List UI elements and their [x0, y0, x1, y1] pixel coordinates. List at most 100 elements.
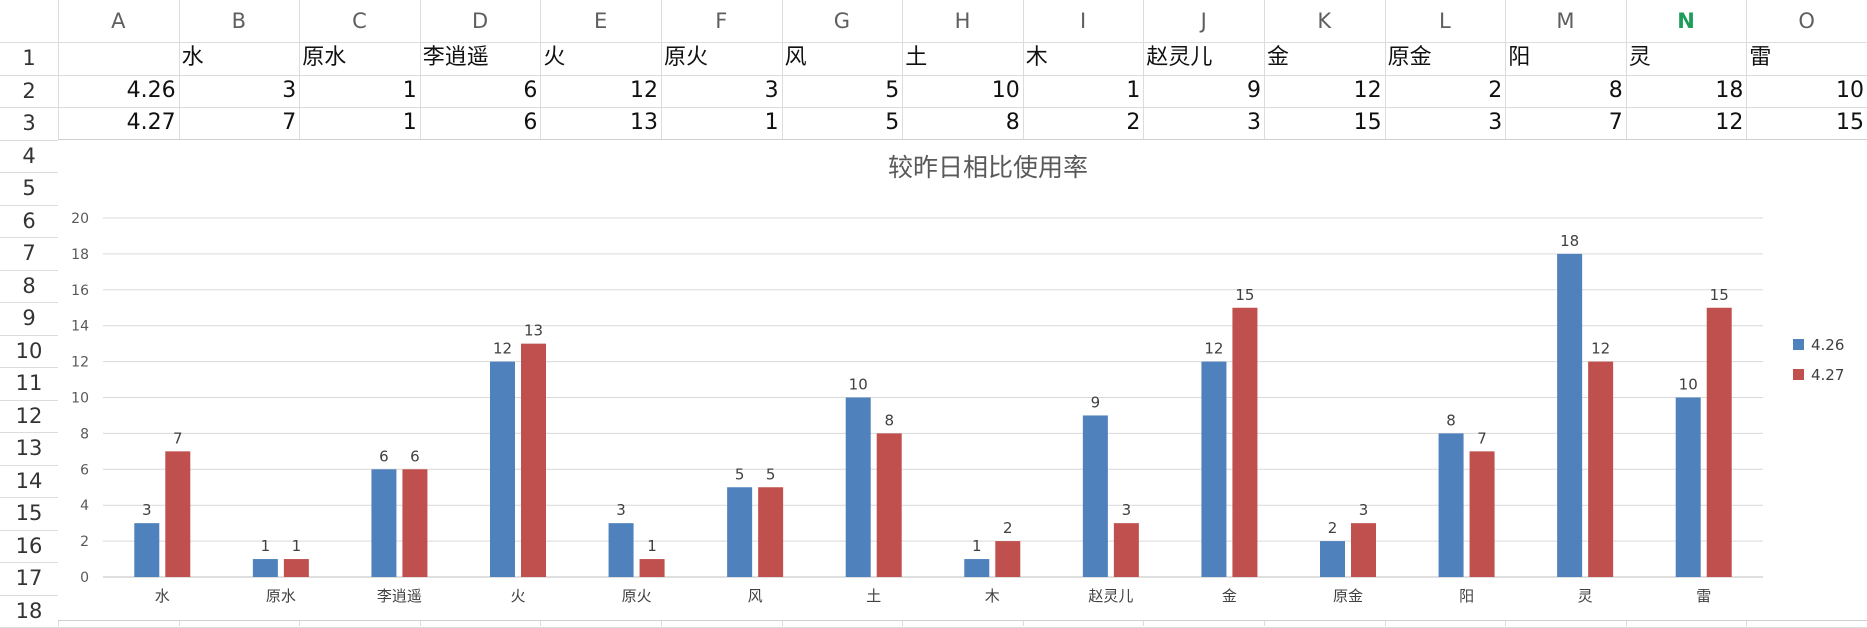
column-header-h[interactable]: H — [954, 9, 971, 33]
row-header-15[interactable]: 15 — [15, 501, 43, 525]
row-header-12[interactable]: 12 — [15, 403, 43, 428]
cell-o1[interactable]: 雷 — [1749, 45, 1772, 70]
cell-c3[interactable]: 1 — [402, 110, 417, 135]
bar-4.27-灵 — [1588, 361, 1614, 577]
column-header-o[interactable]: O — [1798, 9, 1815, 33]
cell-m2[interactable]: 8 — [1608, 77, 1623, 103]
row-header-17[interactable]: 17 — [15, 566, 43, 590]
bar-4.26-赵灵儿 — [1082, 415, 1108, 577]
column-header-n[interactable]: N — [1677, 9, 1695, 33]
column-header-m[interactable]: M — [1556, 9, 1575, 33]
x-tick-label: 灵 — [1578, 587, 1593, 605]
cell-o3[interactable]: 15 — [1835, 110, 1864, 135]
column-header-k[interactable]: K — [1317, 9, 1332, 33]
row-header-3[interactable]: 3 — [22, 111, 36, 135]
cell-b2[interactable]: 3 — [282, 77, 297, 103]
bar-4.27-水 — [165, 451, 191, 577]
column-header-f[interactable]: F — [715, 9, 728, 33]
cell-g3[interactable]: 5 — [885, 110, 900, 135]
row-header-14[interactable]: 14 — [15, 468, 43, 493]
cell-i1[interactable]: 木 — [1025, 45, 1048, 70]
column-header-a[interactable]: A — [111, 9, 126, 33]
cell-e3[interactable]: 13 — [629, 110, 658, 135]
cell-j3[interactable]: 3 — [1246, 110, 1261, 135]
cell-l1[interactable]: 原金 — [1387, 45, 1432, 70]
cell-d1[interactable]: 李逍遥 — [422, 45, 489, 70]
cell-j2[interactable]: 9 — [1246, 77, 1261, 103]
row-header-16[interactable]: 16 — [15, 533, 43, 558]
column-header-g[interactable]: G — [833, 9, 851, 33]
cell-k1[interactable]: 金 — [1267, 45, 1290, 70]
cell-o2[interactable]: 10 — [1835, 77, 1864, 103]
row-header-8[interactable]: 8 — [22, 273, 36, 298]
bar-4.26-雷 — [1675, 397, 1701, 577]
row-header-10[interactable]: 10 — [15, 338, 43, 363]
cell-l2[interactable]: 2 — [1488, 77, 1503, 103]
bar-4.26-风 — [727, 487, 753, 577]
row-header-5[interactable]: 5 — [22, 176, 36, 200]
cell-m3[interactable]: 7 — [1608, 110, 1623, 135]
column-header-e[interactable]: E — [594, 9, 608, 33]
bar-4.26-水 — [134, 523, 160, 577]
cell-a2[interactable]: 4.26 — [126, 77, 176, 103]
cell-h3[interactable]: 8 — [1005, 110, 1020, 135]
cell-f2[interactable]: 3 — [764, 77, 779, 103]
x-tick-label: 雷 — [1696, 587, 1711, 605]
cell-b3[interactable]: 7 — [282, 110, 297, 135]
chart-title: 较昨日相比使用率 — [888, 153, 1088, 182]
cell-k2[interactable]: 12 — [1353, 77, 1382, 103]
cell-h1[interactable]: 土 — [905, 45, 928, 70]
data-label: 2 — [1328, 519, 1338, 537]
row-header-9[interactable]: 9 — [22, 306, 36, 330]
cell-h2[interactable]: 10 — [991, 77, 1020, 103]
row-header-2[interactable]: 2 — [22, 78, 36, 103]
cell-e2[interactable]: 12 — [629, 77, 658, 103]
column-header-d[interactable]: D — [472, 9, 489, 33]
row-header-6[interactable]: 6 — [22, 208, 36, 233]
cell-d3[interactable]: 6 — [523, 110, 538, 135]
x-tick-label: 阳 — [1459, 587, 1474, 605]
row-header-4[interactable]: 4 — [22, 143, 36, 168]
cell-k3[interactable]: 15 — [1353, 110, 1382, 135]
data-label: 8 — [884, 411, 894, 429]
data-label: 1 — [292, 537, 302, 555]
column-header-i[interactable]: I — [1079, 9, 1087, 33]
column-header-j[interactable]: J — [1200, 9, 1207, 33]
bar-4.27-火 — [521, 343, 546, 577]
cell-i3[interactable]: 2 — [1126, 110, 1141, 135]
row-header-11[interactable]: 11 — [15, 371, 43, 395]
column-header-c[interactable]: C — [352, 9, 367, 33]
y-tick-label: 14 — [71, 319, 89, 335]
cell-n1[interactable]: 灵 — [1628, 45, 1651, 70]
y-tick-label: 16 — [71, 283, 89, 299]
row-header-18[interactable]: 18 — [15, 598, 43, 623]
cell-g1[interactable]: 风 — [784, 45, 807, 70]
cell-i2[interactable]: 1 — [1126, 77, 1141, 103]
cell-n2[interactable]: 18 — [1715, 77, 1744, 103]
cell-e1[interactable]: 火 — [543, 45, 566, 70]
cell-j1[interactable]: 赵灵儿 — [1146, 45, 1213, 70]
row-header-7[interactable]: 7 — [22, 241, 36, 265]
data-label: 1 — [972, 537, 982, 555]
bar-chart[interactable]: 较昨日相比使用率 0 2 4 6 8 10 12 14 16 18 20 3 7 水 1 1 原水 6 6 李逍遥 12 1… — [58, 139, 1867, 621]
cell-d2[interactable]: 6 — [523, 77, 538, 103]
cell-b1[interactable]: 水 — [181, 45, 204, 70]
cell-c2[interactable]: 1 — [402, 77, 417, 103]
cell-n3[interactable]: 12 — [1715, 110, 1744, 135]
row-header-13[interactable]: 13 — [15, 436, 43, 460]
cell-f3[interactable]: 1 — [764, 110, 779, 135]
data-label: 15 — [1235, 286, 1254, 304]
cell-f1[interactable]: 原火 — [664, 45, 709, 70]
cell-a3[interactable]: 4.27 — [126, 110, 176, 135]
cell-g2[interactable]: 5 — [885, 77, 900, 103]
data-label: 5 — [766, 465, 776, 483]
bar-4.26-金 — [1201, 361, 1227, 577]
x-tick-label: 木 — [985, 587, 1000, 605]
cell-m1[interactable]: 阳 — [1508, 45, 1531, 70]
cell-l3[interactable]: 3 — [1488, 110, 1503, 135]
column-header-b[interactable]: B — [231, 9, 247, 33]
column-header-l[interactable]: L — [1439, 9, 1451, 33]
cell-c1[interactable]: 原水 — [302, 45, 347, 70]
row-header-1[interactable]: 1 — [22, 46, 36, 70]
